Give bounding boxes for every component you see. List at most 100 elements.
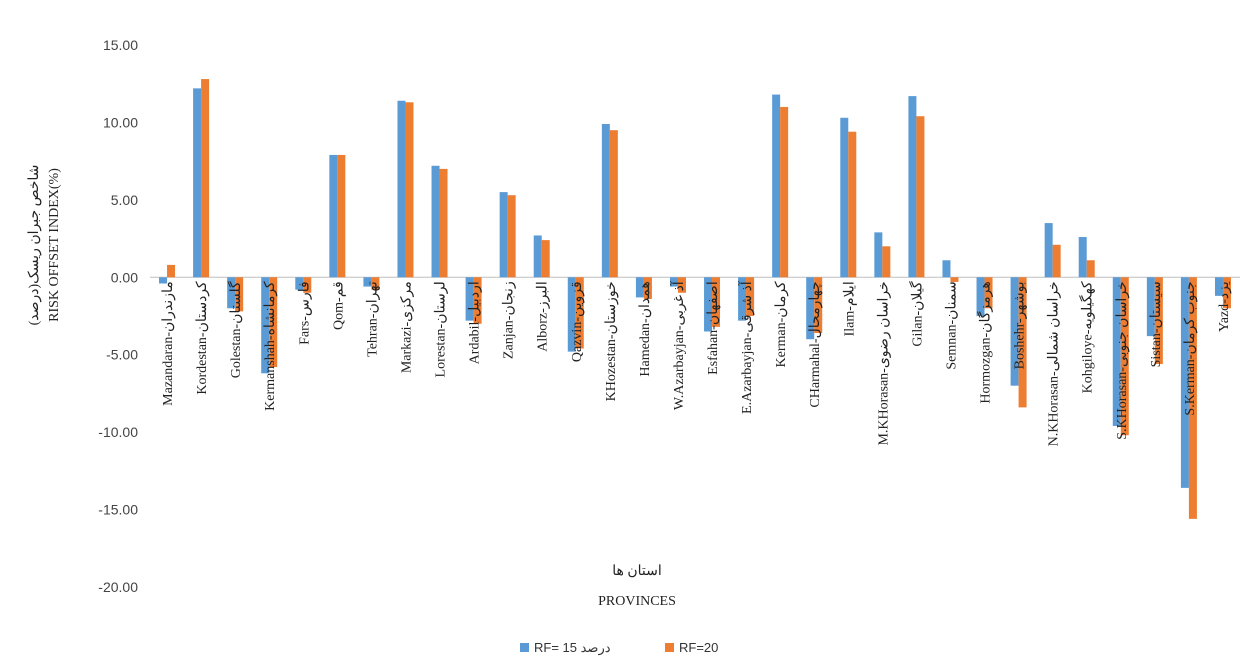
y-tick-label: -10.00 [98, 424, 138, 440]
category-label: Kordestan-کردستان [195, 281, 210, 395]
category-label: Kerman-کرمان [774, 281, 789, 368]
category-label: M.KHorasan-خراسان رضوی [876, 281, 891, 445]
bar [261, 277, 270, 374]
category-label: Esfahan-اصفهان [706, 281, 721, 375]
y-tick-label: 0.00 [111, 269, 138, 285]
bar [840, 117, 849, 278]
category-label: Hormozgan-هرمزگان [977, 281, 994, 403]
category-label: Sistan-سیستان [1149, 281, 1164, 367]
bar [984, 277, 993, 309]
bar [772, 94, 781, 278]
y-tick-label: -15.00 [98, 502, 138, 518]
category-label: Hamedan-همدان [638, 281, 653, 376]
bar [976, 277, 985, 316]
category-label: S.KHorasan-خراسان جنوبی [1115, 281, 1130, 439]
category-label: Semnan-سمنان [944, 281, 959, 369]
y-tick-label: 10.00 [103, 114, 138, 130]
y-tick-label: 5.00 [111, 192, 138, 208]
bar [950, 277, 959, 282]
bar [439, 168, 448, 278]
bar [746, 277, 755, 316]
bar [916, 116, 925, 278]
category-label: N.KHorasan-خراسان شمالی [1047, 281, 1062, 446]
bar [473, 277, 482, 324]
bar [363, 277, 372, 287]
bar [193, 88, 202, 278]
legend-label-rf15: RF= 15 درصد [534, 640, 611, 656]
y-axis-ticks: 15.00 10.00 5.00 0.00 -5.00 -10.00 -15.00 -20.0… [98, 37, 138, 595]
bar [1214, 277, 1223, 296]
bar [269, 277, 278, 368]
bars [159, 79, 1231, 519]
category-label: Yazd-یزد [1217, 281, 1232, 332]
bar [159, 277, 168, 284]
bar [738, 277, 747, 321]
bar [882, 246, 891, 278]
category-label: CHarmahal-چهارمحال [808, 281, 823, 407]
category-label: Zanjan-زنجان [502, 281, 517, 359]
bar [677, 277, 686, 293]
y-axis-title-en: RISK OFFSET INDEX(%) [47, 168, 62, 322]
bar [814, 277, 823, 334]
category-label: KHozestan-خوزستان [604, 281, 619, 401]
bar [405, 102, 414, 278]
x-axis-title-fa: استان ها [612, 564, 662, 579]
bar [643, 277, 652, 299]
x-axis-title-en: PROVINCES [598, 594, 676, 609]
bar [780, 106, 789, 278]
category-label: Mazandaran-مازندران [161, 281, 176, 406]
bar [601, 123, 610, 278]
bar [1180, 277, 1189, 488]
legend-swatch-rf20 [665, 643, 674, 652]
bar [329, 154, 338, 278]
bar [1154, 277, 1163, 365]
bar [635, 277, 644, 298]
bar [575, 277, 584, 349]
bar [167, 264, 176, 278]
bar [806, 277, 815, 340]
bar [397, 100, 406, 278]
bar [303, 277, 312, 293]
bar [507, 195, 516, 278]
legend: RF= 15 درصد RF=20 [520, 640, 718, 656]
bar [295, 277, 304, 290]
y-tick-label: -20.00 [98, 579, 138, 595]
bar [235, 277, 244, 312]
category-label: Qazvin-قزوین [570, 281, 585, 362]
category-label: Kohgiloye-کهگیلویه [1079, 281, 1096, 393]
category-label: Golestan-گلستان [227, 281, 244, 378]
category-label: Lorestan-لرستان [434, 281, 449, 377]
bar [371, 277, 380, 290]
bar [942, 260, 951, 278]
bar [1188, 277, 1197, 519]
bar [337, 154, 346, 278]
legend-label-rf20: RF=20 [679, 640, 718, 655]
y-tick-label: -5.00 [106, 347, 138, 363]
category-label: Markazi-مرکزی [399, 281, 414, 373]
category-label: W.Azarbayjan-آذ غربی [669, 280, 687, 410]
bar [465, 277, 474, 321]
bar [1052, 244, 1061, 278]
bar [669, 277, 678, 287]
bar [1222, 277, 1231, 309]
bar [908, 96, 917, 278]
bar [567, 277, 576, 352]
bar [609, 130, 618, 278]
bar [1044, 223, 1053, 278]
bar [201, 79, 210, 278]
bar [874, 232, 883, 278]
category-label: Qom-قم [331, 281, 346, 330]
legend-swatch-rf15 [520, 643, 529, 652]
category-label: Ardabil-اردبیل [468, 281, 483, 364]
category-labels: Mazandaran-مازندران Kordestan-کردستان Gole… [161, 280, 1232, 446]
bar [533, 235, 542, 278]
bar [1010, 277, 1019, 386]
category-label: E.Azarbayjan-آذ شرقی [737, 280, 755, 414]
bar [227, 277, 236, 309]
bar [1018, 277, 1027, 408]
y-axis-title-fa: شاخص جبران ریسک(درصد) [27, 165, 42, 326]
bar [431, 165, 440, 278]
category-label: Ilam-ایلام [842, 281, 857, 336]
category-label: Tehran-تهران [365, 281, 380, 357]
